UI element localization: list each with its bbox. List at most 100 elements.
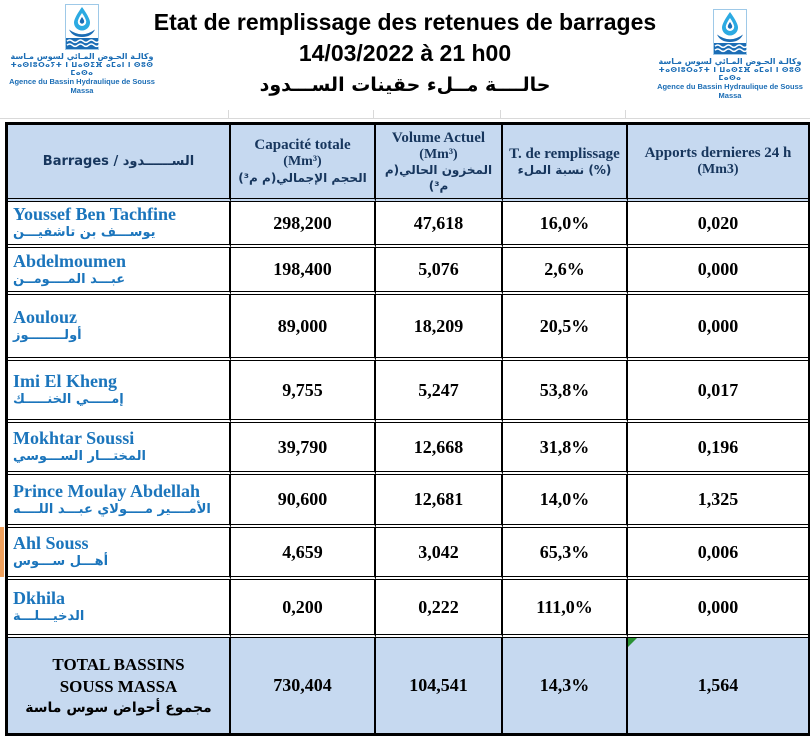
table-row: Ahl Souss أهـــل ســـوس 4,659 3,042 65,3… [8, 528, 808, 580]
gridline [500, 110, 501, 119]
dam-name-fr: Abdelmoumen [13, 250, 127, 271]
inflow-cell: 0,000 [628, 248, 808, 295]
agency-name-arabic: وكالـة الحـوض المـائي لسوس مـاسة [10, 52, 154, 61]
green-corner-marker [628, 638, 637, 647]
dam-name-fr: Ahl Souss [13, 533, 89, 554]
total-row: TOTAL BASSINS SOUSS MASSA مجموع أحواض سو… [8, 638, 808, 733]
capacity-cell: 39,790 [231, 423, 376, 475]
column-header-barrages: Barrages / الســــــدود [8, 125, 231, 202]
dam-name-cell: Prince Moulay Abdellah الأمــــير مــــو… [8, 475, 231, 528]
table-row: Mokhtar Soussi المختـــار الســـوسي 39,7… [8, 423, 808, 475]
agency-logo-right: وكالـة الحـوض المـائي لسوس مـاسة ⵜⴰⵙⵏⵓⵔⴰ… [650, 9, 810, 100]
dam-name-ar: يوســـف بن تاشفيـــن [13, 225, 156, 241]
dam-name-cell: Ahl Souss أهـــل ســـوس [8, 528, 231, 580]
dam-name-ar: الأمــــير مــــولاي عبـــد اللــــه [13, 501, 211, 517]
agency-logo-left: وكالـة الحـوض المـائي لسوس مـاسة ⵜⴰⵙⵏⵓⵔⴰ… [2, 4, 162, 95]
title-line-arabic: حالــــة مــلء حقينات الســـدود [259, 73, 551, 96]
dam-name-fr: Aoulouz [13, 307, 78, 328]
total-label-arabic: مجموع أحواض سوس ماسة [25, 699, 212, 716]
dam-name-ar: إمـــــي الخنـــــك [13, 392, 124, 408]
total-fill-rate-cell: 14,3% [503, 638, 628, 733]
header-arabic: الحجم الإجمالي(م م³) [238, 171, 367, 186]
total-label-line1: TOTAL BASSINS [52, 655, 185, 675]
capacity-cell: 4,659 [231, 528, 376, 580]
header-arabic: المخزون الحالي(م م³) [384, 163, 493, 193]
header-arabic: نسبة الملء (%) [517, 162, 612, 177]
dam-name-ar: أولــــــــوز [13, 328, 82, 344]
header-unit: (Mm³) [419, 146, 458, 162]
table-row: Aoulouz أولــــــــوز 89,000 18,209 20,5… [8, 295, 808, 361]
table-row: Abdelmoumen عبـــد المــــومــن 198,400 … [8, 248, 808, 295]
total-label-line2: SOUSS MASSA [59, 677, 178, 697]
agency-name-arabic: وكالـة الحـوض المـائي لسوس مـاسة [658, 57, 802, 66]
total-inflow-value: 1,564 [697, 675, 739, 695]
dam-name-fr: Youssef Ben Tachfine [13, 204, 177, 225]
table-row: Dkhila الدخيـــلـــة 0,200 0,222 111,0% … [8, 580, 808, 638]
volume-cell: 3,042 [376, 528, 503, 580]
dam-name-cell: Dkhila الدخيـــلـــة [8, 580, 231, 638]
dam-name-cell: Aoulouz أولــــــــوز [8, 295, 231, 361]
header-line: Apports dernieres 24 h [644, 145, 792, 162]
fill-rate-cell: 20,5% [503, 295, 628, 361]
volume-cell: 5,247 [376, 361, 503, 423]
volume-cell: 12,681 [376, 475, 503, 528]
header-line: Volume Actuel [391, 129, 486, 146]
gridline [373, 110, 374, 119]
dam-name-cell: Youssef Ben Tachfine يوســـف بن تاشفيـــ… [8, 202, 231, 248]
dam-name-cell: Mokhtar Soussi المختـــار الســـوسي [8, 423, 231, 475]
table-row: Prince Moulay Abdellah الأمــــير مــــو… [8, 475, 808, 528]
header-line: T. de remplissage [509, 145, 620, 162]
header-line: Capacité totale [254, 137, 351, 154]
dam-name-fr: Dkhila [13, 588, 66, 609]
column-header-taux: T. de remplissage نسبة الملء (%) [503, 125, 628, 202]
inflow-cell: 0,196 [628, 423, 808, 475]
dam-name-ar: أهـــل ســـوس [13, 554, 109, 570]
fill-rate-cell: 14,0% [503, 475, 628, 528]
capacity-cell: 90,600 [231, 475, 376, 528]
gridline [228, 110, 229, 119]
gridline [625, 110, 626, 119]
total-capacity-cell: 730,404 [231, 638, 376, 733]
water-drop-hand-logo-icon [713, 9, 747, 55]
title-line-1: Etat de remplissage des retenues de barr… [153, 9, 657, 35]
dam-name-ar: عبـــد المــــومــن [13, 271, 126, 287]
fill-rate-cell: 16,0% [503, 202, 628, 248]
dam-name-fr: Prince Moulay Abdellah [13, 480, 201, 501]
inflow-cell: 0,000 [628, 295, 808, 361]
dam-name-ar: المختـــار الســـوسي [13, 449, 146, 465]
dam-name-cell: Abdelmoumen عبـــد المــــومــن [8, 248, 231, 295]
fill-rate-cell: 31,8% [503, 423, 628, 475]
dam-name-fr: Imi El Kheng [13, 371, 118, 392]
agency-name-tifinagh: ⵜⴰⵙⵏⵓⵔⴰⵢⵜ ⵏ ⵡⴰⵙⵉⴼ ⴰⵎⴰⵏ ⵏ ⵙⵓⵙ ⵎⴰⵙⴰ [658, 66, 802, 83]
report-banner: وكالـة الحـوض المـائي لسوس مـاسة ⵜⴰⵙⵏⵓⵔⴰ… [0, 0, 810, 120]
dams-filling-table: Barrages / الســــــدود Capacité totale … [5, 122, 810, 736]
table-row: Imi El Kheng إمـــــي الخنـــــك 9,755 5… [8, 361, 808, 423]
column-header-volume: Volume Actuel (Mm³) المخزون الحالي(م م³) [376, 125, 503, 202]
agency-name-french: Agence du Bassin Hydraulique de Souss Ma… [9, 77, 155, 96]
dam-name-fr: Mokhtar Soussi [13, 428, 135, 449]
title-date-line: 14/03/2022 à 21 h00 [298, 39, 512, 66]
capacity-cell: 89,000 [231, 295, 376, 361]
dam-name-cell: Imi El Kheng إمـــــي الخنـــــك [8, 361, 231, 423]
inflow-cell: 0,006 [628, 528, 808, 580]
total-label-cell: TOTAL BASSINS SOUSS MASSA مجموع أحواض سو… [8, 638, 231, 733]
dam-name-ar: الدخيـــلـــة [13, 609, 85, 625]
capacity-cell: 198,400 [231, 248, 376, 295]
column-header-capacite: Capacité totale (Mm³) الحجم الإجمالي(م م… [231, 125, 376, 202]
volume-cell: 5,076 [376, 248, 503, 295]
orange-fill-sliver [0, 527, 4, 577]
inflow-cell: 0,017 [628, 361, 808, 423]
fill-rate-cell: 65,3% [503, 528, 628, 580]
inflow-cell: 1,325 [628, 475, 808, 528]
volume-cell: 12,668 [376, 423, 503, 475]
header-unit: (Mm³) [283, 154, 322, 170]
agency-name-french: Agence du Bassin Hydraulique de Souss Ma… [657, 82, 803, 101]
water-drop-hand-logo-icon [65, 4, 99, 50]
page-title: Etat de remplissage des retenues de barr… [135, 8, 675, 96]
fill-rate-cell: 2,6% [503, 248, 628, 295]
column-header-barrages-label: Barrages / الســــــدود [42, 154, 195, 169]
table-row: Youssef Ben Tachfine يوســـف بن تاشفيـــ… [8, 202, 808, 248]
total-inflow-cell: 1,564 [628, 638, 808, 733]
volume-cell: 18,209 [376, 295, 503, 361]
inflow-cell: 0,000 [628, 580, 808, 638]
